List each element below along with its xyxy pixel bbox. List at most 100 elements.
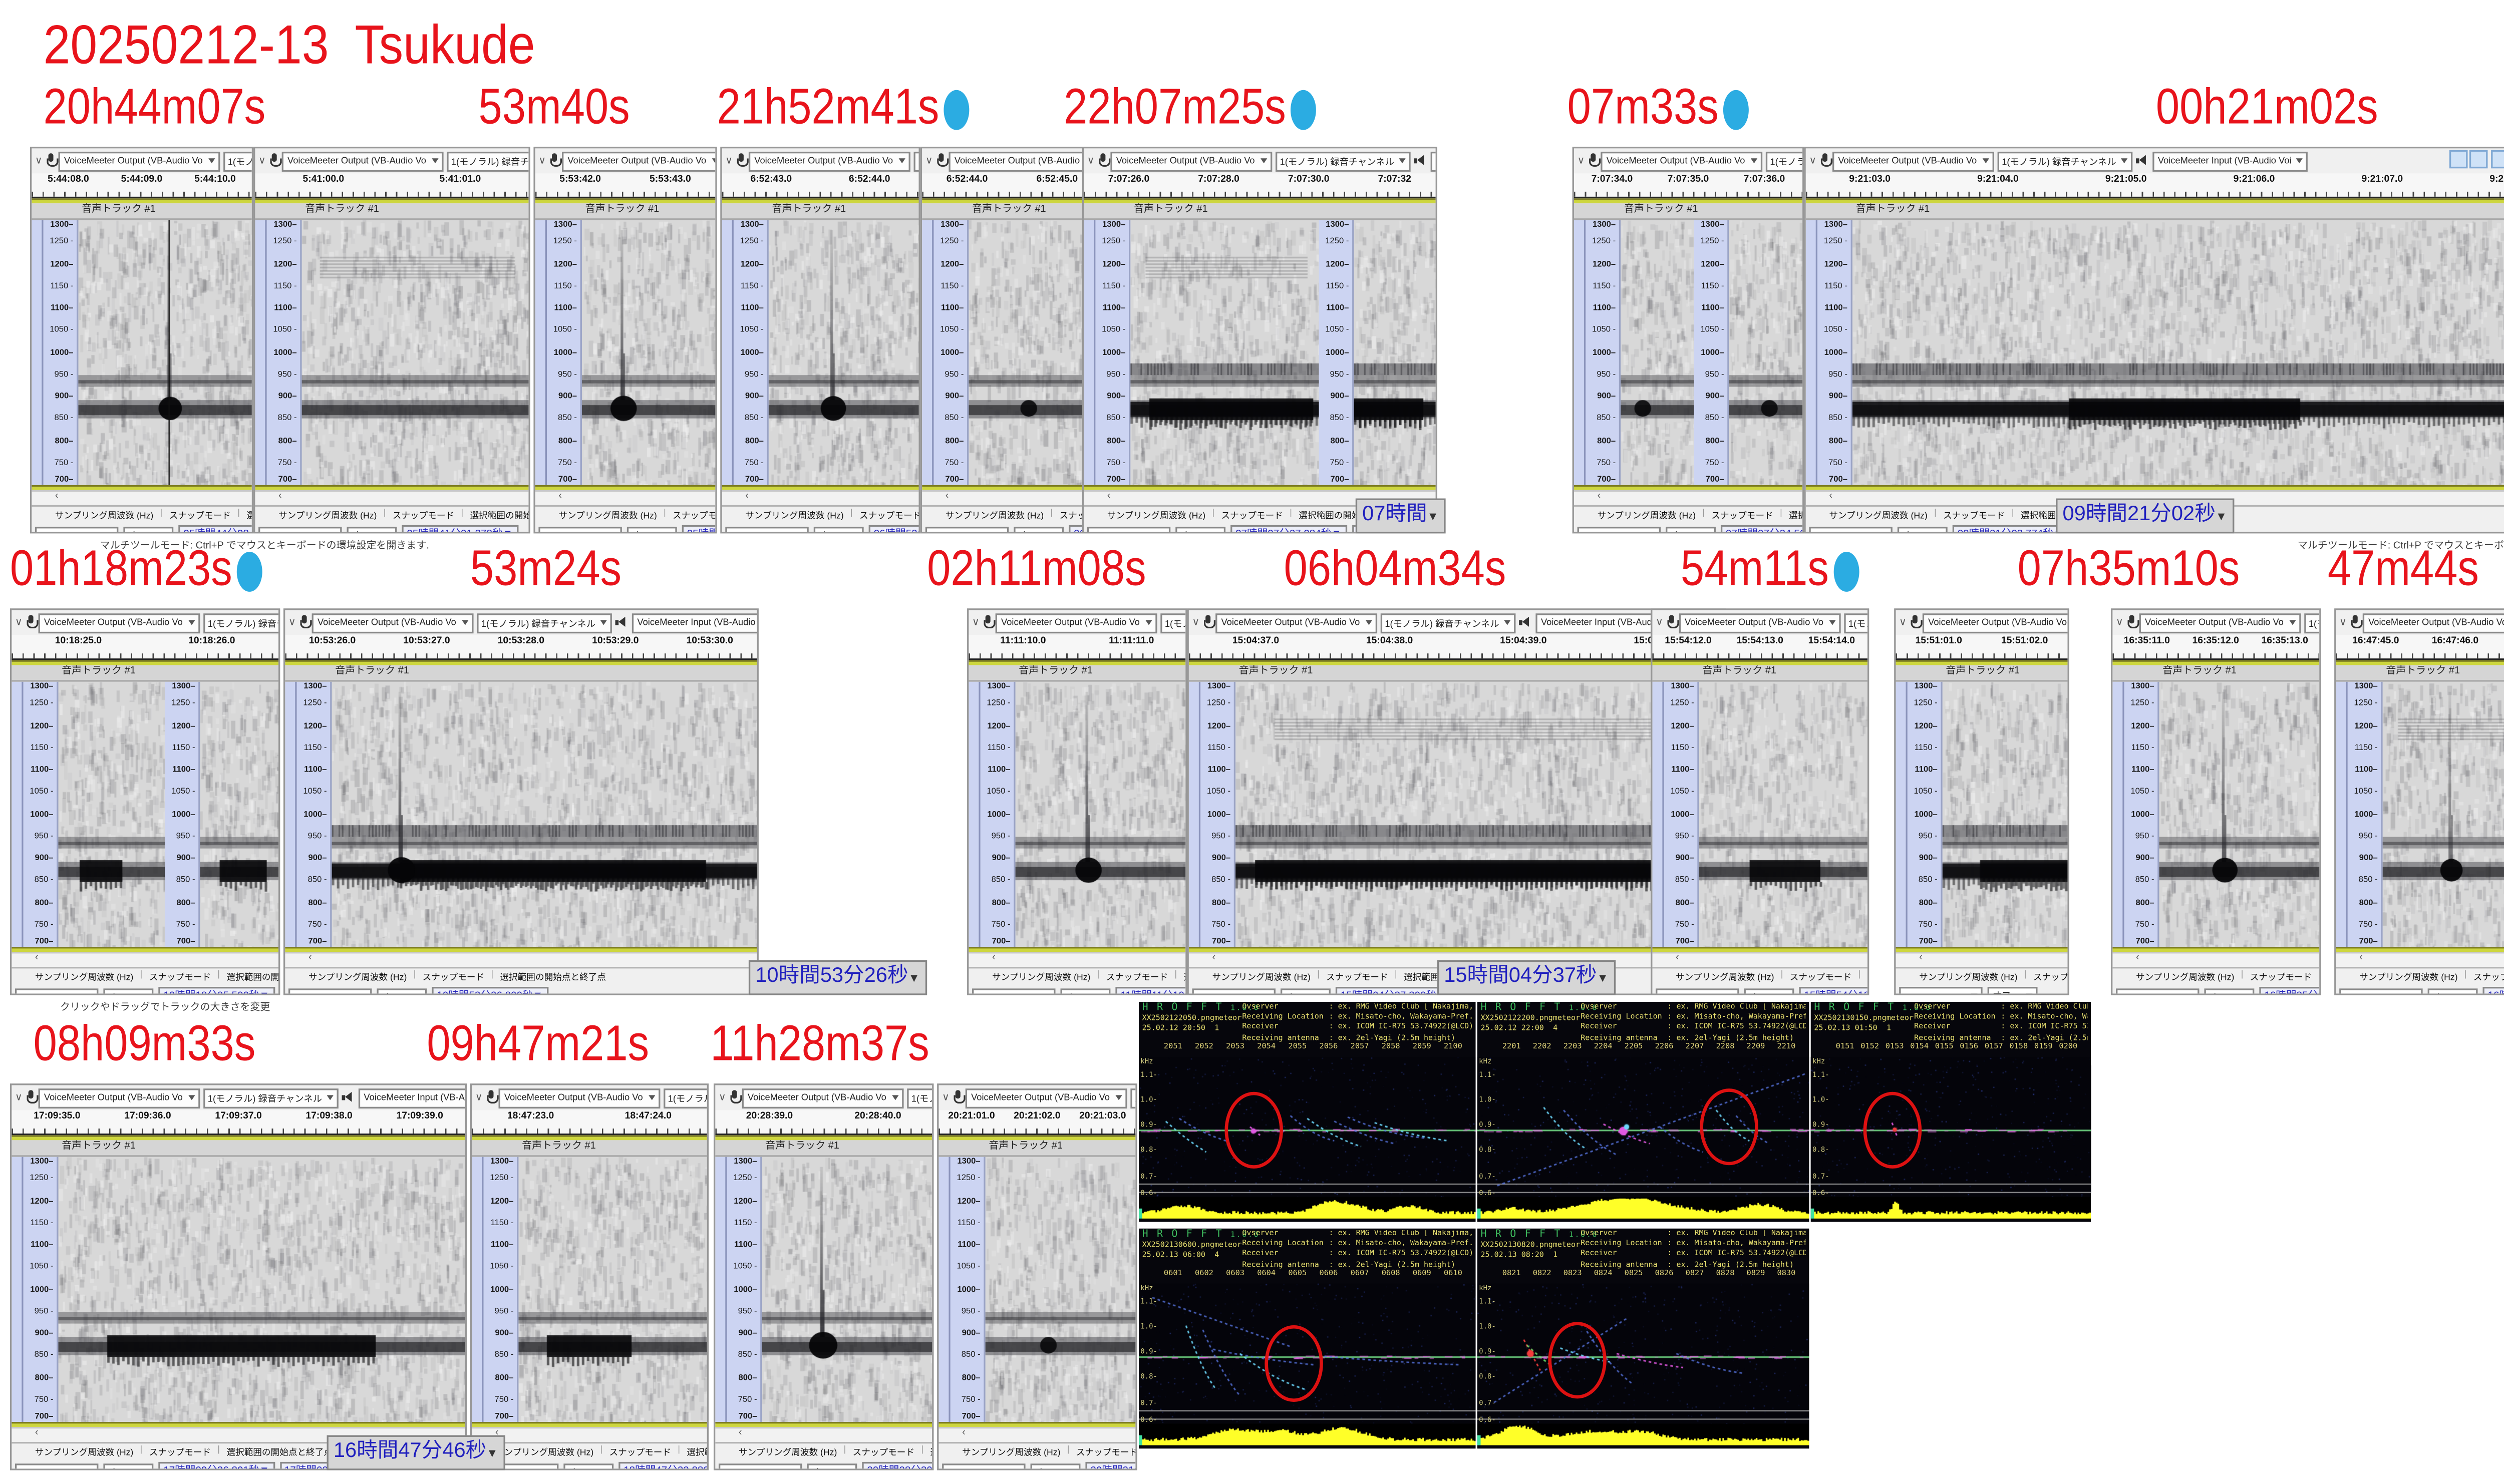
sample-rate-combo[interactable]	[725, 526, 809, 532]
snap-mode-combo[interactable]: オフ	[1014, 526, 1064, 532]
horizontal-scrollbar[interactable]: ‹	[32, 490, 252, 505]
sample-rate-combo[interactable]	[258, 526, 342, 532]
selection-time-field[interactable]: 11時間11分10.245秒▼	[1115, 986, 1186, 994]
snap-mode-combo[interactable]: オフ	[1666, 526, 1716, 532]
recording-channels-combo[interactable]: 1(モノラル) 録音チャンネル	[202, 612, 279, 633]
sample-rate-combo[interactable]	[925, 526, 1009, 532]
track-control-strip[interactable]	[2112, 681, 2124, 947]
recording-channels-combo[interactable]: 1(モノラル) 録音チャンネル	[1380, 612, 1516, 633]
selection-duration-badge[interactable]: 10時間53分26秒▼	[748, 960, 927, 995]
selection-time-field[interactable]: 05時間53分42.800秒▼	[682, 524, 716, 532]
track-control-strip[interactable]	[938, 1157, 951, 1422]
horizontal-scrollbar[interactable]: ‹	[2336, 952, 2504, 967]
track-control-strip[interactable]	[12, 681, 24, 947]
snap-mode-combo[interactable]: オフ	[563, 1462, 614, 1469]
track-control-strip[interactable]	[1574, 220, 1586, 485]
frequency-axis[interactable]: 1300– 1250 - 1200– 1150 - 1100– 1050 - 1000– 95…	[1586, 220, 1621, 485]
sample-rate-combo[interactable]	[1192, 987, 1276, 994]
spectrogram-canvas[interactable]	[969, 220, 1102, 485]
sample-rate-combo[interactable]	[1656, 987, 1739, 994]
frequency-axis[interactable]: 1300– 1250 - 1200– 1150 - 1100– 1050 - 1000– 95…	[296, 681, 332, 947]
spectrogram-canvas[interactable]	[768, 220, 919, 485]
spectrogram-canvas[interactable]	[78, 220, 252, 485]
timeline-ruler[interactable]: 6:52:44.0 6:52:45.0	[922, 173, 1102, 199]
track-control-strip[interactable]	[922, 220, 934, 485]
selection-time-field[interactable]: 18時間47分22.880秒▼	[618, 1461, 707, 1469]
track-control-strip[interactable]	[535, 220, 547, 485]
recording-channels-combo[interactable]: 1(モノラル) 録音チャンネル	[446, 151, 529, 171]
frequency-axis[interactable]: 1300– 1250 - 1200– 1150 - 1100– 1050 - 1000– 95…	[1817, 220, 1852, 485]
recording-channels-combo[interactable]: 1(モノラル) 録音チャンネル	[1843, 612, 1867, 633]
spectrogram-canvas[interactable]	[1729, 220, 1803, 485]
recording-device-combo[interactable]: VoiceMeeter Output (VB-Audio Vo	[499, 1087, 660, 1108]
sample-rate-combo[interactable]	[972, 987, 1056, 994]
timeline-ruler[interactable]: 20:28:39.0 20:28:40.0	[715, 1110, 932, 1136]
snap-mode-combo[interactable]: オフ	[1060, 987, 1111, 994]
track-control-strip[interactable]	[1652, 681, 1664, 947]
horizontal-scrollbar[interactable]: ‹	[969, 952, 1186, 967]
sample-rate-combo[interactable]	[2116, 987, 2200, 994]
sample-rate-combo[interactable]	[1577, 526, 1661, 532]
track-control-strip[interactable]	[969, 681, 981, 947]
timeline-ruler[interactable]: 9:21:03.0 9:21:04.0 9:21:05.0 9:21:06.0 9:21…	[1805, 173, 2504, 199]
selection-time-field[interactable]: 05時間44分08.890秒▼	[178, 524, 252, 532]
snap-mode-combo[interactable]: オフ	[2204, 987, 2255, 994]
timeline-ruler[interactable]: 7:07:34.0 7:07:35.0 7:07:36.0	[1574, 173, 1803, 199]
playback-device-combo[interactable]: VoiceMeeter Input (VB-Audio Voi	[2152, 151, 2308, 171]
selection-time-field[interactable]: 16時間47分46.000秒▼	[2482, 986, 2504, 994]
sample-rate-combo[interactable]	[15, 987, 99, 994]
frequency-axis[interactable]: 1300– 1250 - 1200– 1150 - 1100– 1050 - 1000– 95…	[1907, 681, 1943, 947]
sample-rate-combo[interactable]	[15, 1462, 99, 1469]
horizontal-scrollbar[interactable]: ‹	[12, 952, 279, 967]
snap-mode-combo[interactable]: オフ	[1744, 987, 1794, 994]
spectrogram-canvas[interactable]	[1130, 220, 1319, 485]
spectrogram-canvas[interactable]	[985, 1157, 1136, 1422]
recording-device-combo[interactable]: VoiceMeeter Output (VB-Audio Vo	[282, 151, 443, 171]
snap-mode-combo[interactable]: オフ	[103, 987, 154, 994]
selection-duration-badge[interactable]: 07時間▼	[1355, 498, 1446, 534]
recording-channels-combo[interactable]: 1(モノラル) 録音チャンネル	[1765, 151, 1803, 171]
spectrogram-canvas[interactable]	[1235, 681, 1724, 947]
frequency-axis[interactable]: 1300– 1250 - 1200– 1150 - 1100– 1050 - 1000– 95…	[165, 681, 200, 947]
track-control-strip[interactable]	[715, 1157, 727, 1422]
recording-channels-combo[interactable]: 1(モノラル) 録音チャンネル	[663, 1087, 707, 1108]
spectrogram-canvas[interactable]	[581, 220, 716, 485]
selection-duration-badge[interactable]: 15時間04分37秒▼	[1437, 960, 1616, 995]
frequency-axis[interactable]: 1300– 1250 - 1200– 1150 - 1100– 1050 - 1000– 95…	[1694, 220, 1729, 485]
selection-time-field[interactable]: 15時間04分37.300秒▼	[1335, 986, 1452, 994]
track-control-strip[interactable]	[2336, 681, 2348, 947]
recording-device-combo[interactable]: VoiceMeeter Output (VB-Audio Vo	[1216, 612, 1377, 633]
timeline-ruler[interactable]: 11:11:10.0 11:11:11.0	[969, 635, 1186, 660]
horizontal-scrollbar[interactable]: ‹	[938, 1426, 1136, 1442]
recording-device-combo[interactable]: VoiceMeeter Output (VB-Audio Vo	[949, 151, 1102, 171]
recording-device-combo[interactable]: VoiceMeeter Output (VB-Audio Vo	[1601, 151, 1762, 171]
selection-time-field[interactable]: 07時間07分27.084秒▼	[1230, 524, 1347, 532]
horizontal-scrollbar[interactable]: ‹	[2112, 952, 2320, 967]
selection-time-field[interactable]: 07時間07分34.560秒▼	[1720, 524, 1803, 532]
recording-device-combo[interactable]: VoiceMeeter Output (VB-Audio Vo	[2139, 612, 2301, 633]
spectrogram-canvas[interactable]	[1942, 681, 2068, 947]
horizontal-scrollbar[interactable]: ‹	[715, 1426, 932, 1442]
recording-channels-combo[interactable]: 1(モノラル) 録音チャンネル	[202, 1087, 339, 1108]
selection-time-field[interactable]: 10時間53分26.800秒▼	[432, 986, 548, 994]
spectrogram-canvas[interactable]	[58, 1157, 465, 1422]
snap-mode-combo[interactable]: オフ	[1897, 526, 1948, 532]
track-control-strip[interactable]	[1084, 220, 1096, 485]
track-control-strip[interactable]	[1805, 220, 1818, 485]
frequency-axis[interactable]: 1300– 1250 - 1200– 1150 - 1100– 1050 - 1000– 95…	[2347, 681, 2383, 947]
snap-mode-combo[interactable]: オフ	[1175, 526, 1226, 532]
recording-channels-combo[interactable]: 1(モノラル) 録音チャンネル	[222, 151, 252, 171]
recording-device-combo[interactable]: VoiceMeeter Output (VB-Audio Vo	[1111, 151, 1272, 171]
recording-device-combo[interactable]: VoiceMeeter Output (VB-Audio Vo	[312, 612, 473, 633]
selection-time-field[interactable]: 05時間41分01.378秒▼	[402, 524, 518, 532]
snap-mode-combo[interactable]: オフ	[123, 526, 174, 532]
horizontal-scrollbar[interactable]: ‹	[255, 490, 529, 505]
playback-device-combo[interactable]: VoiceMeeter Input (VB-Audio Voi	[359, 1087, 465, 1108]
recording-channels-combo[interactable]: 1(モノラル) 録音チャンネル	[1997, 151, 2133, 171]
timeline-ruler[interactable]: 16:47:45.016:47:46.016:47:47.0	[2336, 635, 2504, 660]
track-control-strip[interactable]	[1896, 681, 1908, 947]
frequency-axis[interactable]: 1300– 1250 - 1200– 1150 - 1100– 1050 - 1000– 95…	[1095, 220, 1131, 485]
recording-channels-combo[interactable]: 1(モノラル) 録音チャンネル	[476, 612, 612, 633]
horizontal-scrollbar[interactable]: ‹	[1574, 490, 1803, 505]
snap-mode-combo[interactable]: オフ	[2427, 987, 2478, 994]
